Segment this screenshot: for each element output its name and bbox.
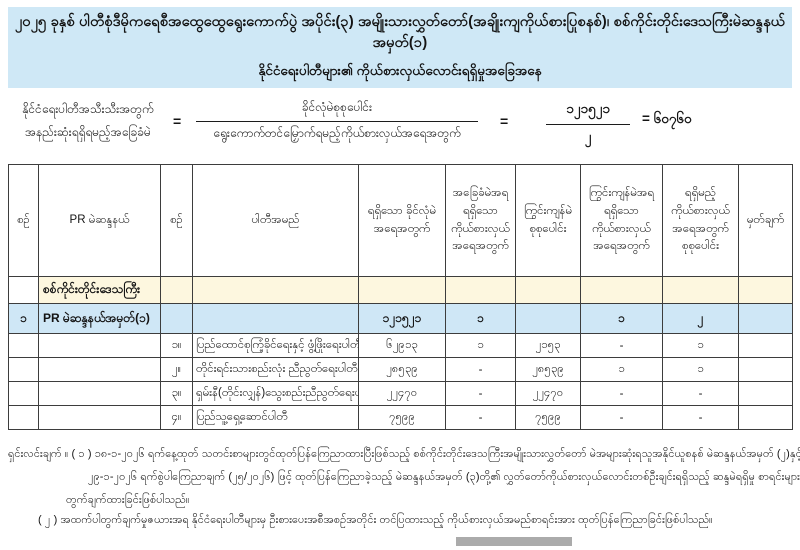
header-party-name: ပါတီအမည် <box>192 164 359 277</box>
base-seat-cell: ၁ <box>445 303 516 334</box>
note-line-1: ရှင်းလင်းချက် ။ ( ၁ ) ၁၈-၁-၂၀၂၆ ရက်နေ့ထု… <box>8 448 800 460</box>
total-seat-cell: ၁ <box>662 333 739 358</box>
valid-votes-cell: ၂၈၅၃၉ <box>358 357 446 382</box>
sn-cell <box>8 333 39 358</box>
total-seat-cell: ၂ <box>662 303 739 334</box>
total-seat-cell <box>662 276 739 304</box>
header-remark: မှတ်ချက် <box>738 164 793 277</box>
remaining-seat-cell: - <box>580 381 663 406</box>
base-seat-cell <box>445 276 516 304</box>
quota-result: = ၆၀၇၆၀ <box>642 111 692 126</box>
party-sn-cell <box>160 303 193 334</box>
party-name-cell: တိုင်းရင်းသားစည်းလုံး ညီညွတ်ရေးပါတီ <box>192 357 359 382</box>
remark-cell <box>738 381 793 406</box>
valid-votes-cell <box>358 276 446 304</box>
constituency-cell <box>38 405 161 430</box>
header-total-seats: ရရှိမည့် ကိုယ်စားလှယ် အရေအတွက် စုစုပေါင်… <box>662 164 739 277</box>
document-title-line1: ၂၀၂၅ ခုနှစ် ပါတီစုံဒီမိုကရေစီအထွေထွေရွေး… <box>14 14 786 52</box>
note-line-4: ( ၂ ) အထက်ပါတွက်ချက်မှုဇယားအရ နိုင်ငံရေး… <box>38 514 713 526</box>
base-seat-cell: - <box>445 381 516 406</box>
party-name-cell <box>192 303 359 334</box>
party-sn-cell: ၂။ <box>160 357 193 382</box>
party-sn-cell: ၃။ <box>160 381 193 406</box>
note-line-3: တွက်ချက်ထားခြင်းဖြစ်ပါသည်။ <box>66 494 190 506</box>
constituency-cell <box>38 357 161 382</box>
remaining-votes-cell <box>515 276 581 304</box>
remark-cell <box>738 333 793 358</box>
party-name-cell: ရှမ်းနီ(တိုင်းလျှန်)သွေးစည်းညီညွတ်ရေးပါတ… <box>192 381 359 406</box>
constituency-summary-row: ၁ PR မဲဆန္ဒနယ်အမှတ်(၁) ၁၂၁၅၂၁ ၁ ၁ ၂ <box>8 303 793 334</box>
remark-cell <box>738 357 793 382</box>
equals-sign-1: = <box>173 113 182 129</box>
remaining-votes-cell <box>515 303 581 334</box>
sn-cell <box>8 276 39 304</box>
remaining-votes-cell: ၇၅၉၉ <box>515 405 581 430</box>
constituency-cell <box>38 381 161 406</box>
remaining-seat-cell: ၁ <box>580 357 663 382</box>
header-remaining-seats: ကြွင်းကျန်မဲအရ ရရှိသော ကိုယ်စားလှယ် အရေအ… <box>580 164 663 277</box>
table-header-row: စဉ် PR မဲဆန္ဒနယ် စဉ် ပါတီအမည် ရရှိသော ခိ… <box>8 164 793 277</box>
party-row: ၂။ တိုင်းရင်းသားစည်းလုံး ညီညွတ်ရေးပါတီ ၂၈၅… <box>8 357 793 382</box>
base-seat-cell: - <box>445 405 516 430</box>
remark-cell <box>738 303 793 334</box>
total-seat-cell: - <box>662 381 739 406</box>
quota-numerator: ခိုင်လုံမဲစုစုပေါင်း <box>196 99 478 122</box>
party-name-cell <box>192 276 359 304</box>
quota-value-denominator: ၂ <box>584 129 592 144</box>
remaining-votes-cell: ၂၂၄၇၀ <box>515 381 581 406</box>
title-banner: ၂၀၂၅ ခုနှစ် ပါတီစုံဒီမိုကရေစီအထွေထွေရွေး… <box>8 7 792 88</box>
sn-cell <box>8 405 39 430</box>
base-seat-cell: ၁ <box>445 333 516 358</box>
party-name-cell: ပြည်သူ့ရှေ့ဆောင်ပါတီ <box>192 405 359 430</box>
party-sn-cell: ၁။ <box>160 333 193 358</box>
sn-cell <box>8 381 39 406</box>
party-row: ၄။ ပြည်သူ့ရှေ့ဆောင်ပါတီ ၇၅၉၉-၇၅၉၉- - <box>8 405 793 430</box>
party-sn-cell: ၄။ <box>160 405 193 430</box>
header-pr-constituency: PR မဲဆန္ဒနယ် <box>38 164 161 277</box>
total-seat-cell: ၁ <box>662 357 739 382</box>
results-table: စဉ် PR မဲဆန္ဒနယ် စဉ် ပါတီအမည် ရရှိသော ခိ… <box>8 164 793 430</box>
remark-cell <box>738 276 793 304</box>
formula-label: နိုင်ငံရေးပါတီအသီးသီးအတွက် အနည်းဆုံးရရှိ… <box>8 98 168 144</box>
quota-value-fraction: ၁၂၁၅၂၁ ၂ <box>546 100 630 148</box>
formula-label-line1: နိုင်ငံရေးပါတီအသီးသီးအတွက် <box>22 102 154 116</box>
constituency-name-cell: PR မဲဆန္ဒနယ်အမှတ်(၁) <box>38 303 161 334</box>
remaining-votes-cell: ၂၈၅၃၉ <box>515 357 581 382</box>
constituency-cell <box>38 333 161 358</box>
remaining-seat-cell: ၁ <box>580 303 663 334</box>
header-base-seats: အခြေခံမဲအရ ရရှိသော ကိုယ်စားလှယ် အရေအတွက် <box>445 164 516 277</box>
formula-label-line2: အနည်းဆုံးရရှိရမည့်အခြေခံမဲ <box>25 124 151 139</box>
quota-fraction: ခိုင်လုံမဲစုစုပေါင်း ရွေးကောက်တင်မြှောက်… <box>196 99 478 143</box>
region-row: စစ်ကိုင်းတိုင်းဒေသကြီး <box>8 276 793 304</box>
party-row: ၃။ ရှမ်းနီ(တိုင်းလျှန်)သွေးစည်းညီညွတ်ရေးပ… <box>8 381 793 406</box>
remaining-seat-cell <box>580 276 663 304</box>
header-party-serial: စဉ် <box>160 164 193 277</box>
remaining-seat-cell: - <box>580 405 663 430</box>
remark-cell <box>738 405 793 430</box>
region-name-cell: စစ်ကိုင်းတိုင်းဒေသကြီး <box>38 276 161 304</box>
sn-cell: ၁ <box>8 303 39 334</box>
remaining-votes-cell: ၂၁၅၃ <box>515 333 581 358</box>
header-serial: စဉ် <box>8 164 39 277</box>
bottom-gray-bar <box>456 537 572 546</box>
quota-denominator: ရွေးကောက်တင်မြှောက်ရမည့်ကိုယ်စားလှယ်အရေအ… <box>213 126 461 140</box>
document-title-line2: နိုင်ငံရေးပါတီများ၏ ကိုယ်စားလှယ်လောင်းရရ… <box>258 62 542 78</box>
remaining-seat-cell: - <box>580 333 663 358</box>
sn-cell <box>8 357 39 382</box>
equals-sign-2: = <box>500 113 509 129</box>
valid-votes-cell: ၆၂၉၁၃ <box>358 333 446 358</box>
party-sn-cell <box>160 276 193 304</box>
valid-votes-cell: ၇၅၉၉ <box>358 405 446 430</box>
note-line-2: ၂၉-၁-၂၀၂၆ ရက်စွဲပါကြေညာချက် (၂၅/၂၀၂၆) ဖြ… <box>88 471 800 483</box>
header-remaining-votes: ကြွင်းကျန်မဲ စုစုပေါင်း <box>515 164 581 277</box>
total-seat-cell: - <box>662 405 739 430</box>
valid-votes-cell: ၁၂၁၅၂၁ <box>358 303 446 334</box>
party-row: ၁။ ပြည်ထောင်စုကြံ့ခိုင်ရေးနှင့် ဖွံ့ဖြိုး… <box>8 333 793 358</box>
header-valid-votes: ရရှိသော ခိုင်လုံမဲ အရေအတွက် <box>358 164 446 277</box>
base-seat-cell: - <box>445 357 516 382</box>
party-name-cell: ပြည်ထောင်စုကြံ့ခိုင်ရေးနှင့် ဖွံ့ဖြိုးရေ… <box>192 333 359 358</box>
quota-value-numerator: ၁၂၁၅၂၁ <box>546 100 630 125</box>
valid-votes-cell: ၂၂၄၇၀ <box>358 381 446 406</box>
